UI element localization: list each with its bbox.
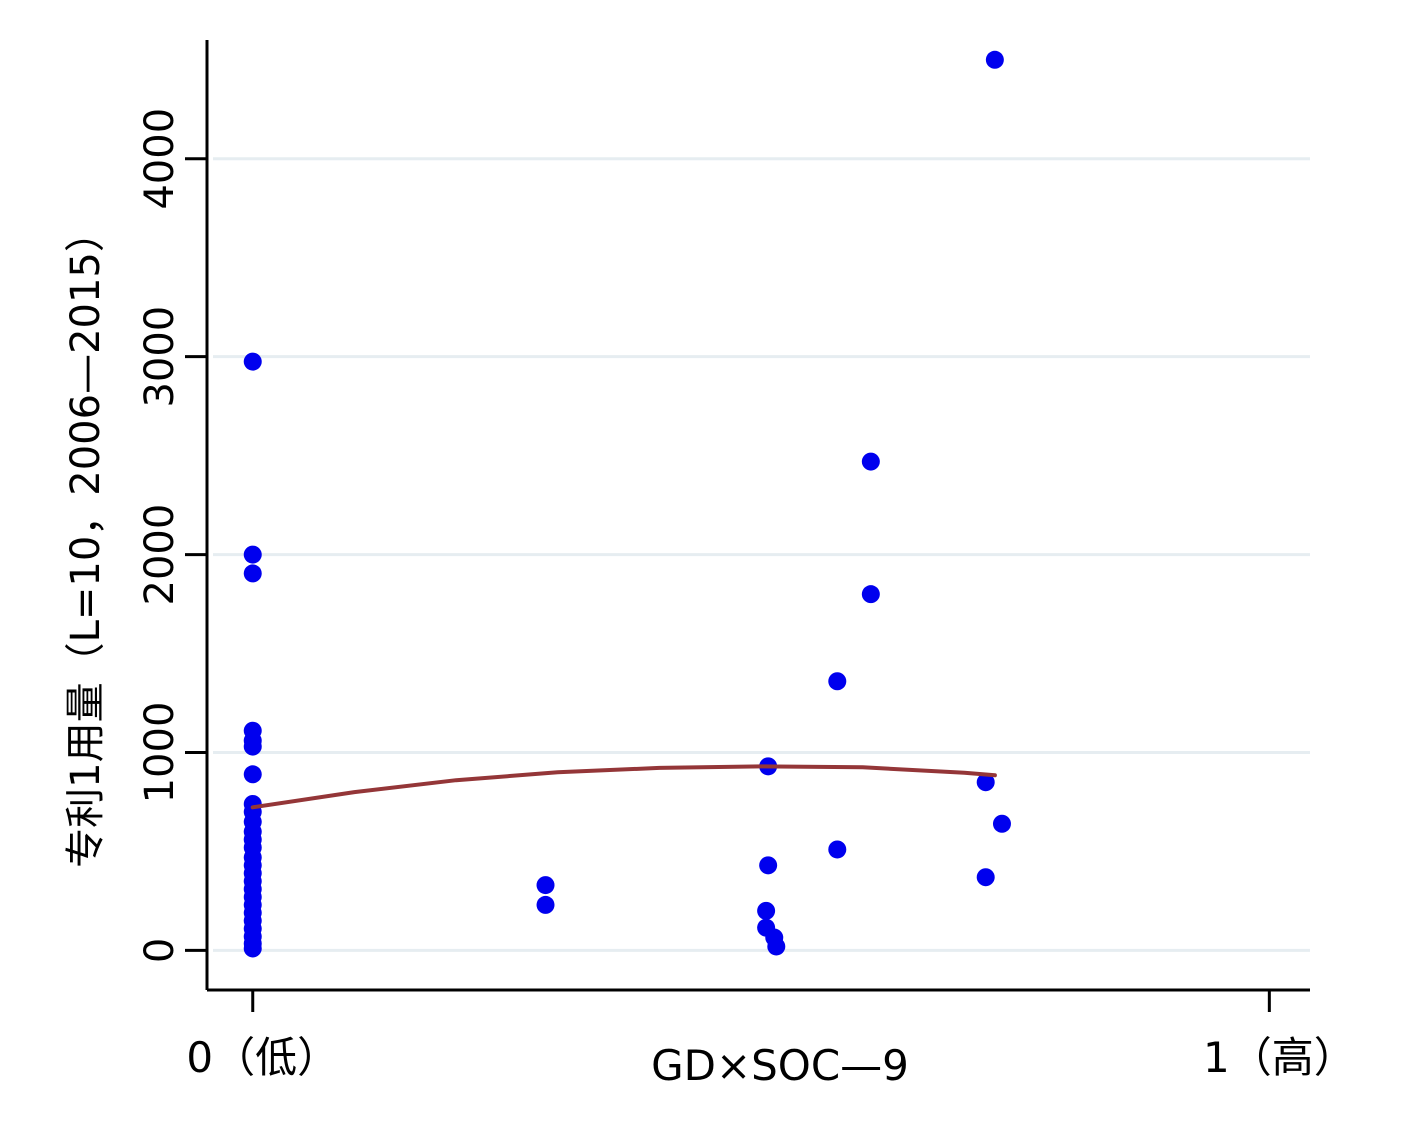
- data-point: [243, 765, 262, 784]
- y-tick-label: 4000: [137, 108, 183, 210]
- data-point: [243, 352, 262, 371]
- grid-layer: [213, 157, 1310, 952]
- data-point: [992, 814, 1011, 833]
- data-point: [976, 773, 995, 792]
- data-point: [828, 672, 847, 691]
- data-point: [767, 937, 786, 956]
- x-axis-title: GD×SOC—9: [651, 1041, 909, 1090]
- y-tick-label: 3000: [137, 306, 183, 408]
- data-point: [976, 868, 995, 887]
- x-tick-label: 0（低）: [186, 1033, 339, 1082]
- fit-line: [250, 764, 997, 810]
- y-tick-label: 0: [137, 938, 183, 963]
- axes-layer: [205, 40, 1310, 992]
- fit-line-layer: [250, 764, 997, 810]
- data-point: [757, 901, 776, 920]
- data-point: [759, 856, 778, 875]
- data-point: [861, 452, 880, 471]
- data-point: [243, 939, 262, 958]
- ticks-layer: 0 1000 2000 3000 4000 0（低） 1（高）: [137, 108, 1356, 1082]
- data-point: [828, 840, 847, 859]
- data-point: [243, 564, 262, 583]
- data-point: [243, 545, 262, 564]
- data-point: [536, 895, 555, 914]
- data-point: [985, 50, 1004, 69]
- points-layer: [243, 50, 1011, 958]
- data-point: [861, 585, 880, 604]
- data-point: [243, 737, 262, 756]
- data-point: [536, 876, 555, 895]
- y-axis-title: 专利1用量（L=10，2006—2015）: [63, 212, 109, 868]
- x-tick-label: 1（高）: [1203, 1033, 1356, 1082]
- y-tick-label: 2000: [137, 504, 183, 606]
- y-tick-label: 1000: [137, 702, 183, 804]
